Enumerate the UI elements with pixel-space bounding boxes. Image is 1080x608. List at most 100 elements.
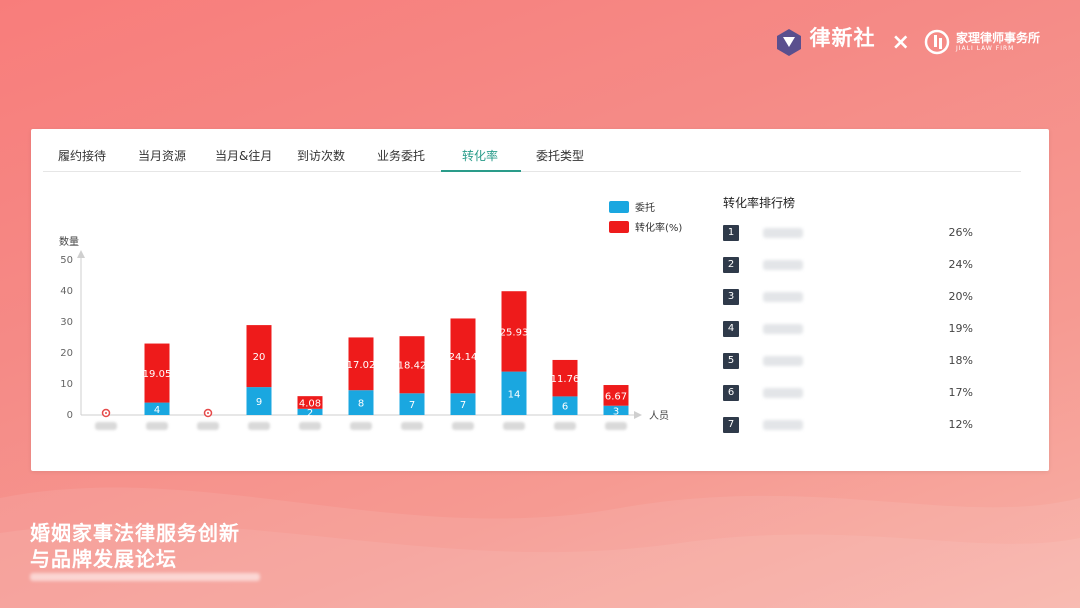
x-tick-label-blurred — [350, 422, 372, 430]
x-tick-label-blurred — [605, 422, 627, 430]
law-firm-name: 家理律师事务所 — [955, 30, 1040, 45]
data-label-conversion-rate: 20 — [253, 352, 266, 363]
tab-bar: 履约接待 当月资源 当月&往月 到访次数 业务委托 转化率 委托类型 — [43, 141, 1021, 172]
data-label-commission: 7 — [460, 400, 466, 411]
rank-percentage: 17% — [948, 386, 973, 399]
bar-conversion-rate — [246, 325, 272, 388]
x-tick-label-blurred — [146, 422, 168, 430]
legend-label-commission: 委托 — [635, 201, 655, 214]
rank-number: 3 — [723, 289, 739, 305]
ranking-row: 4 19% — [723, 321, 973, 337]
data-label-conversion-rate: 25.93 — [500, 327, 529, 338]
data-label-conversion-rate: 11.76 — [551, 374, 580, 385]
jiali-logo-icon — [924, 29, 950, 55]
bar-commission — [348, 390, 374, 415]
tab-monthly-resources[interactable]: 当月资源 — [138, 149, 187, 163]
forum-title-line1: 婚姻家事法律服务创新 — [30, 521, 240, 545]
x-tick-label-blurred — [503, 422, 525, 430]
tab-monthly-and-past[interactable]: 当月&往月 — [215, 149, 273, 163]
x-axis-label: 人员 — [649, 410, 669, 422]
bar-conversion-rate — [348, 337, 374, 391]
rank-percentage: 19% — [948, 322, 973, 335]
tab-visit-count[interactable]: 到访次数 — [297, 149, 346, 163]
x-tick-label-blurred — [554, 422, 576, 430]
bar-conversion-rate — [501, 291, 527, 372]
ranking-row: 7 12% — [723, 417, 973, 433]
rank-percentage: 20% — [948, 290, 973, 303]
x-tick-label-blurred — [299, 422, 321, 430]
zero-point-marker-dot — [207, 412, 209, 414]
tab-fulfillment-reception[interactable]: 履约接待 — [58, 149, 107, 163]
x-tick-label-blurred — [401, 422, 423, 430]
rank-name-blurred — [763, 388, 803, 398]
x-tick-label-blurred — [248, 422, 270, 430]
bar-commission — [552, 396, 578, 415]
rank-percentage: 12% — [948, 418, 973, 431]
bar-conversion-rate — [297, 396, 323, 409]
rank-name-blurred — [763, 420, 803, 430]
data-label-conversion-rate: 6.67 — [605, 391, 627, 402]
brand-subline — [804, 51, 876, 57]
law-firm-name-en: JIALI LAW FIRM — [955, 45, 1015, 53]
rank-name-blurred — [763, 292, 803, 302]
y-tick-label: 0 — [67, 410, 73, 421]
rank-name-blurred — [763, 228, 803, 238]
rank-number: 1 — [723, 225, 739, 241]
brand-name: 律新社 — [809, 25, 876, 50]
data-label-commission: 3 — [613, 406, 619, 417]
y-axis-arrow — [77, 250, 85, 258]
rank-number: 4 — [723, 321, 739, 337]
bar-commission — [246, 387, 272, 415]
data-label-conversion-rate: 17.02 — [347, 360, 376, 371]
legend-label-conversion-rate: 转化率(%) — [635, 221, 682, 234]
background-wave — [0, 487, 1080, 608]
y-tick-label: 30 — [60, 317, 73, 328]
bar-commission — [450, 393, 476, 415]
bar-conversion-rate — [144, 343, 170, 403]
data-label-conversion-rate: 4.08 — [299, 398, 321, 409]
x-tick-label-blurred — [95, 422, 117, 430]
lvxinshe-logo-icon — [774, 27, 804, 57]
rank-percentage: 26% — [948, 226, 973, 239]
rank-number: 2 — [723, 257, 739, 273]
data-label-commission: 14 — [508, 389, 521, 400]
x-tick-label-blurred — [452, 422, 474, 430]
ranking-row: 6 17% — [723, 385, 973, 401]
forum-subtitle-blurred — [30, 573, 260, 581]
rank-name-blurred — [763, 324, 803, 334]
data-label-commission: 7 — [409, 400, 415, 411]
x-axis-arrow — [634, 411, 642, 419]
tab-conversion-rate[interactable]: 转化率 — [462, 149, 499, 163]
rank-number: 7 — [723, 417, 739, 433]
tab-business-commission[interactable]: 业务委托 — [377, 149, 426, 163]
dashboard-panel: 履约接待 当月资源 当月&往月 到访次数 业务委托 转化率 委托类型 数量人员 0… — [31, 129, 1049, 471]
ranking-row: 5 18% — [723, 353, 973, 369]
rank-percentage: 18% — [948, 354, 973, 367]
ranking-title: 转化率排行榜 — [723, 196, 796, 210]
ranking-row: 1 26% — [723, 225, 973, 241]
rank-percentage: 24% — [948, 258, 973, 271]
legend-swatch-conversion-rate — [609, 221, 629, 233]
y-axis-label: 数量 — [59, 235, 79, 248]
data-label-conversion-rate: 24.14 — [449, 352, 478, 363]
y-tick-label: 10 — [60, 379, 73, 390]
bar-conversion-rate — [399, 336, 425, 394]
data-label-commission: 6 — [562, 402, 568, 413]
cross-mark: × — [891, 29, 910, 55]
forum-title-line2: 与品牌发展论坛 — [30, 547, 177, 571]
forum-title: 婚姻家事法律服务创新 与品牌发展论坛 — [30, 520, 240, 572]
bar-commission — [603, 405, 629, 415]
legend-swatch-commission — [609, 201, 629, 213]
y-tick-label: 50 — [60, 255, 73, 266]
rank-name-blurred — [763, 356, 803, 366]
data-label-commission: 2 — [307, 408, 313, 419]
bar-commission — [297, 408, 323, 415]
data-label-commission: 4 — [154, 405, 160, 416]
rank-name-blurred — [763, 260, 803, 270]
data-label-commission: 9 — [256, 397, 262, 408]
bar-commission — [501, 371, 527, 415]
tab-commission-type[interactable]: 委托类型 — [536, 149, 585, 163]
x-tick-label-blurred — [197, 422, 219, 430]
bar-commission — [144, 402, 170, 415]
